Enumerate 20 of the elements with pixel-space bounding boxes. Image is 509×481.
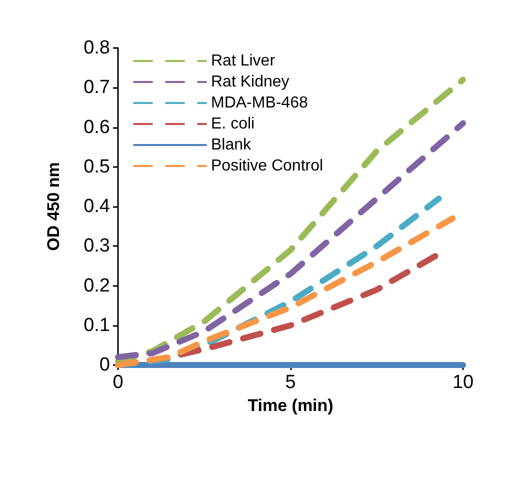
y-tick-label: 0.7 [84,77,110,98]
x-axis-title: Time (min) [248,396,334,415]
x-tick-label: 5 [285,372,296,393]
y-tick-label: 0.6 [84,116,110,138]
x-tick-label: 0 [112,372,124,393]
y-tick-label: 0 [99,354,110,376]
legend-label: Positive Control [211,158,324,174]
y-tick-label: 0.5 [84,156,110,178]
y-tick-label: 0.8 [84,38,110,58]
y-axis-title: OD 450 nm [44,162,63,251]
y-tick-label: 0.4 [84,196,110,217]
legend-label: MDA-MB-468 [211,94,308,112]
legend-label: Rat Liver [211,52,276,70]
legend-label: E. coli [211,116,255,132]
legend-label: Blank [211,136,252,154]
y-tick-label: 0.2 [84,275,110,296]
legend-label: Rat Kidney [211,74,290,90]
x-tick-label: 10 [452,372,474,393]
y-tick-label: 0.3 [84,236,110,257]
y-tick-label: 0.1 [84,314,110,336]
